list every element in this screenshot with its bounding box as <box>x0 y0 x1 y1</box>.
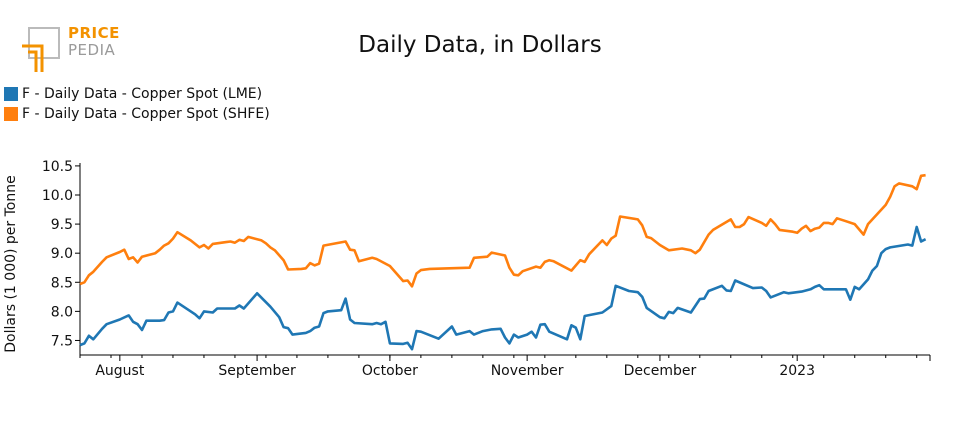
x-tick-label: November <box>491 363 564 379</box>
y-axis: 7.5 8.0 8.5 9.0 9.5 10.0 10.5 <box>42 159 81 355</box>
x-axis: August September October November December 20… <box>79 354 931 379</box>
x-tick-label: 2023 <box>779 363 815 379</box>
logo-mark-icon <box>22 27 60 72</box>
y-tick-label: 10.5 <box>42 159 73 175</box>
legend-swatch-lme <box>4 87 18 101</box>
x-tick-label: December <box>624 363 697 379</box>
chart-title: Daily Data, in Dollars <box>358 32 602 58</box>
pricepedia-logo: PRICE PEDIA <box>20 24 130 74</box>
legend-item-lme[interactable]: F - Daily Data - Copper Spot (LME) <box>4 84 270 104</box>
logo-text-pedia: PEDIA <box>68 41 116 59</box>
series-line-shfe <box>79 173 926 288</box>
y-tick-label: 8.5 <box>51 275 73 291</box>
x-tick-label: October <box>362 363 418 379</box>
y-tick-label: 9.5 <box>51 217 73 233</box>
legend-item-shfe[interactable]: F - Daily Data - Copper Spot (SHFE) <box>4 104 270 124</box>
y-tick-label: 8.0 <box>51 304 73 320</box>
y-tick-label: 10.0 <box>42 188 73 204</box>
y-tick-label: 9.0 <box>51 246 73 262</box>
series-layer <box>79 173 927 351</box>
y-axis-title: Dollars (1 000) per Tonne <box>3 175 19 352</box>
y-tick-label: 7.5 <box>51 333 73 349</box>
legend: F - Daily Data - Copper Spot (LME) F - D… <box>4 84 270 124</box>
logo-text-price: PRICE <box>68 24 120 42</box>
series-line-lme <box>79 225 927 351</box>
legend-label-shfe: F - Daily Data - Copper Spot (SHFE) <box>22 106 270 122</box>
legend-label-lme: F - Daily Data - Copper Spot (LME) <box>22 86 263 102</box>
legend-swatch-shfe <box>4 107 18 121</box>
x-tick-label: September <box>218 363 296 379</box>
x-tick-label: August <box>95 363 145 379</box>
